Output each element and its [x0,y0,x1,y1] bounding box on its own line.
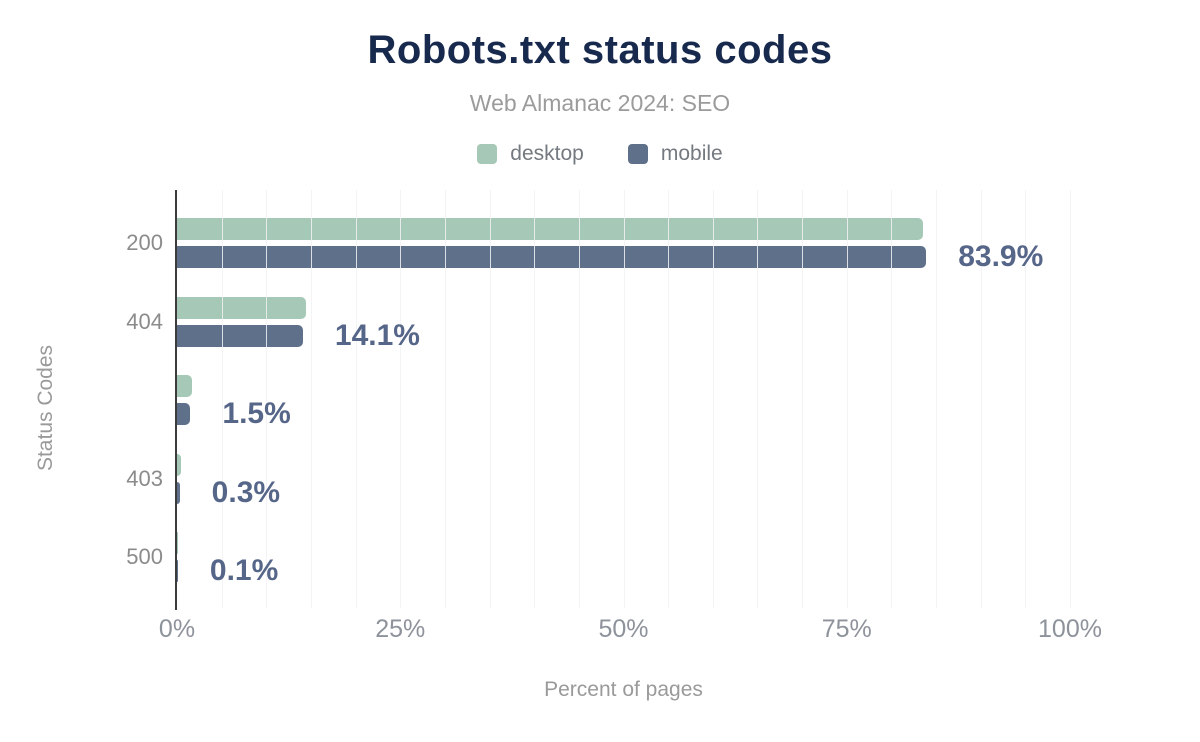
y-tick-label-200: 200 [126,230,163,255]
bar-desktop-row3[interactable] [177,375,193,397]
bar-mobile-404[interactable] [177,324,303,347]
gridline-90 [981,190,982,608]
y-tick-label-404: 404 [126,308,163,334]
legend-swatch-mobile [627,144,648,164]
data-label-403: 0.3% [211,475,281,509]
x-tick-label-25: 25% [375,615,426,643]
x-tick-label-0: 0% [158,615,196,643]
x-axis-title: Percent of pages [544,678,703,701]
x-tick-label-75: 75% [821,615,872,643]
gridline-40 [534,190,535,608]
x-tick-label-100: 100% [1038,615,1102,643]
gridline-60 [713,190,714,608]
chart-subtitle: Web Almanac 2024: SEO [469,90,731,116]
bar-mobile-row3[interactable] [177,403,191,425]
gridline-70 [802,190,803,608]
gridline-80 [891,190,892,608]
bar-desktop-200[interactable] [177,218,923,240]
bar-mobile-200[interactable] [177,246,927,268]
gridline-100 [1070,190,1071,608]
gridline-45 [579,190,580,608]
y-tick-label-403: 403 [126,465,163,491]
gridline-55 [668,190,669,608]
bar-mobile-403[interactable] [177,481,180,504]
legend-item-desktop[interactable]: desktop [477,142,584,166]
gridline-95 [1025,190,1026,608]
data-label-500: 0.1% [209,554,279,587]
gridline-50 [624,190,625,608]
x-tick-label-50: 50% [598,615,649,643]
gridline-75 [847,190,848,608]
data-label-404: 14.1% [334,318,420,352]
bar-desktop-500[interactable] [177,532,178,554]
data-label-row3: 1.5% [222,397,291,430]
legend: desktop mobile [0,142,1200,166]
gridline-25 [400,190,401,608]
legend-swatch-desktop [477,144,498,164]
bar-desktop-403[interactable] [177,453,181,476]
y-axis-title: Status Codes [34,344,57,472]
y-tick-label-500: 500 [126,544,163,569]
chart-title: Robots.txt status codes [367,28,833,72]
gridline-10 [266,190,267,608]
bar-mobile-500[interactable] [177,560,178,582]
gridline-35 [490,190,491,608]
gridline-5 [222,190,223,608]
legend-label-mobile: mobile [660,142,723,165]
gridline-20 [356,190,357,608]
bar-desktop-404[interactable] [177,296,307,319]
data-label-200: 83.9% [958,240,1044,273]
legend-item-mobile[interactable]: mobile [627,142,723,166]
gridline-65 [757,190,758,608]
gridline-15 [311,190,312,608]
legend-label-desktop: desktop [510,142,584,165]
gridline-30 [445,190,446,608]
y-axis-line [175,190,177,610]
gridline-85 [936,190,937,608]
